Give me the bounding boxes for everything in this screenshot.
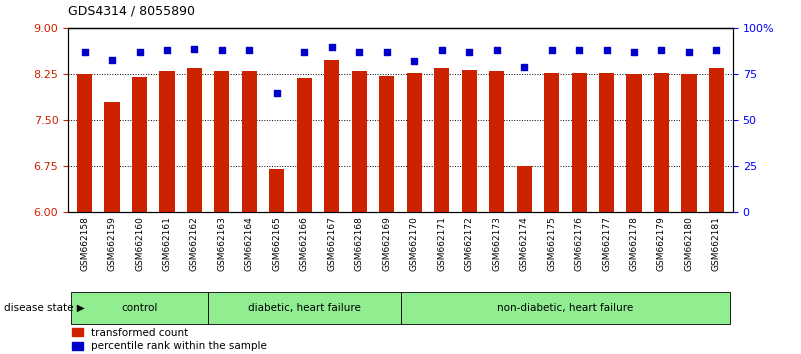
Point	[78, 50, 91, 55]
Text: GSM662163: GSM662163	[217, 216, 227, 271]
Point	[600, 47, 613, 53]
Text: GSM662174: GSM662174	[520, 216, 529, 271]
Bar	[626, 74, 642, 212]
Point	[325, 44, 338, 50]
Text: GSM662159: GSM662159	[107, 216, 116, 271]
Bar	[709, 68, 724, 212]
Point	[463, 50, 476, 55]
Bar	[187, 68, 202, 212]
Point	[655, 47, 668, 53]
Bar	[352, 71, 367, 212]
Bar	[242, 71, 257, 212]
Point	[106, 57, 119, 62]
Text: GDS4314 / 8055890: GDS4314 / 8055890	[68, 5, 195, 18]
Bar	[434, 68, 449, 212]
Text: GSM662172: GSM662172	[465, 216, 473, 271]
Bar	[572, 73, 586, 212]
Bar	[132, 78, 147, 212]
Point	[380, 50, 393, 55]
Bar	[77, 74, 92, 212]
Text: GSM662160: GSM662160	[135, 216, 144, 271]
Text: GSM662176: GSM662176	[574, 216, 584, 271]
Text: diabetic, heart failure: diabetic, heart failure	[248, 303, 360, 313]
Text: GSM662170: GSM662170	[410, 216, 419, 271]
Bar	[269, 170, 284, 212]
Bar	[682, 74, 697, 212]
Point	[545, 47, 558, 53]
Point	[133, 50, 146, 55]
Text: control: control	[121, 303, 158, 313]
Text: GSM662169: GSM662169	[382, 216, 391, 271]
Text: GSM662178: GSM662178	[630, 216, 638, 271]
Bar	[208, 292, 400, 324]
Text: GSM662171: GSM662171	[437, 216, 446, 271]
Point	[517, 64, 530, 70]
Bar	[654, 73, 669, 212]
Bar	[159, 71, 175, 212]
Text: GSM662179: GSM662179	[657, 216, 666, 271]
Point	[628, 50, 641, 55]
Bar	[379, 76, 394, 212]
Point	[353, 50, 366, 55]
Bar	[489, 71, 504, 212]
Text: GSM662162: GSM662162	[190, 216, 199, 271]
Text: non-diabetic, heart failure: non-diabetic, heart failure	[497, 303, 634, 313]
Bar	[297, 78, 312, 212]
Text: GSM662181: GSM662181	[712, 216, 721, 271]
Bar	[517, 166, 532, 212]
Text: GSM662167: GSM662167	[328, 216, 336, 271]
Text: GSM662164: GSM662164	[245, 216, 254, 271]
Text: GSM662168: GSM662168	[355, 216, 364, 271]
Point	[435, 47, 448, 53]
Point	[490, 47, 503, 53]
Point	[243, 47, 256, 53]
Point	[271, 90, 284, 96]
Point	[573, 47, 586, 53]
Point	[188, 46, 201, 51]
Point	[408, 59, 421, 64]
Bar	[461, 70, 477, 212]
Bar	[215, 71, 229, 212]
Point	[160, 47, 173, 53]
Point	[710, 47, 723, 53]
Point	[682, 50, 695, 55]
Bar	[400, 292, 731, 324]
Text: disease state ▶: disease state ▶	[4, 303, 85, 313]
Text: GSM662161: GSM662161	[163, 216, 171, 271]
Bar	[104, 102, 119, 212]
Bar	[407, 73, 422, 212]
Text: GSM662166: GSM662166	[300, 216, 309, 271]
Legend: transformed count, percentile rank within the sample: transformed count, percentile rank withi…	[68, 324, 271, 354]
Text: GSM662177: GSM662177	[602, 216, 611, 271]
Text: GSM662158: GSM662158	[80, 216, 89, 271]
Bar	[70, 292, 208, 324]
Point	[215, 47, 228, 53]
Text: GSM662173: GSM662173	[492, 216, 501, 271]
Point	[298, 50, 311, 55]
Bar	[324, 60, 340, 212]
Text: GSM662180: GSM662180	[685, 216, 694, 271]
Bar	[599, 73, 614, 212]
Text: GSM662165: GSM662165	[272, 216, 281, 271]
Bar	[544, 73, 559, 212]
Text: GSM662175: GSM662175	[547, 216, 556, 271]
